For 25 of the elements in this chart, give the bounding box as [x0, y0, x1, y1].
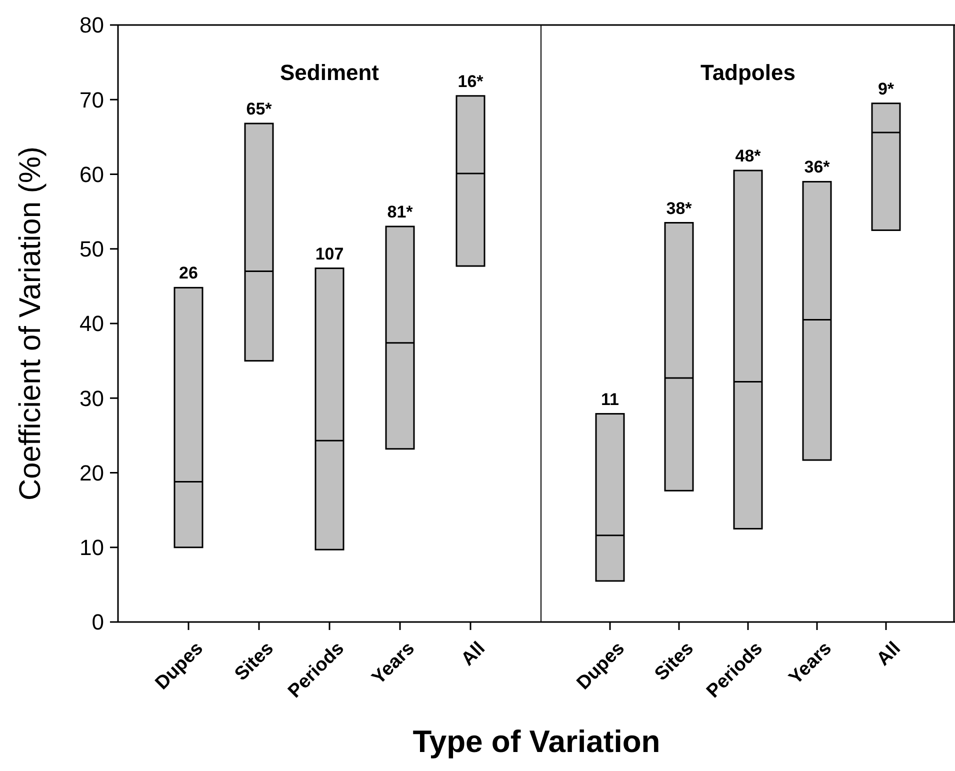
y-axis-title: Coefficient of Variation (%)	[14, 146, 47, 501]
annotation: 48*	[735, 146, 762, 166]
x-tick-label: All	[457, 638, 490, 670]
annotation: 16*	[458, 72, 484, 91]
y-tick-label: 60	[80, 162, 104, 187]
x-axis-title: Type of Variation	[412, 724, 660, 759]
annotation: 36*	[804, 158, 830, 177]
y-tick-label: 40	[80, 311, 104, 336]
annotation: 11	[601, 390, 619, 409]
annotation: 65*	[246, 100, 272, 119]
annotation: 9*	[878, 79, 894, 98]
x-tick-label: All	[872, 638, 905, 670]
annotation: 26	[179, 264, 198, 283]
y-tick-label: 10	[80, 535, 104, 560]
y-tick-label: 20	[80, 460, 104, 486]
y-tick-label: 50	[80, 236, 104, 262]
annotation: 107	[315, 244, 344, 264]
annotation: 81*	[387, 202, 414, 222]
y-tick-label: 0	[92, 610, 104, 635]
text: Tadpoles	[700, 60, 796, 85]
y-tick-label: 30	[80, 386, 104, 411]
annotation: 38*	[666, 198, 692, 218]
y-tick-label: 70	[80, 87, 104, 112]
y-tick-label: 80	[80, 12, 104, 38]
text: Sediment	[280, 60, 380, 85]
